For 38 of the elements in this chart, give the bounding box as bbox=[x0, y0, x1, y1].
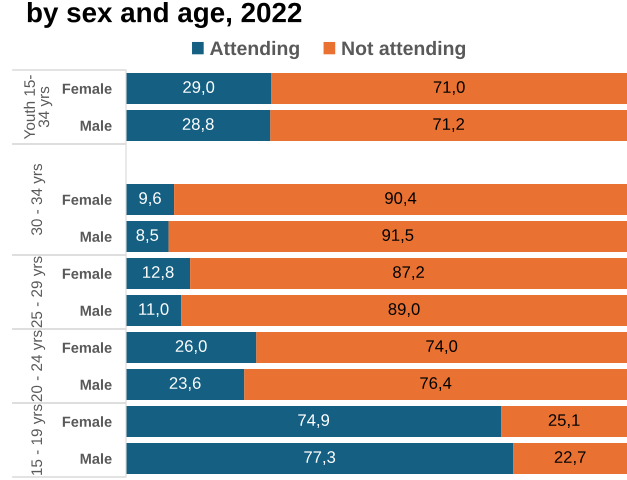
data-label: 87,2 bbox=[393, 266, 424, 280]
data-label: 90,4 bbox=[385, 192, 416, 206]
y-tick-label: Male bbox=[80, 453, 112, 464]
data-label: 71,2 bbox=[433, 118, 464, 132]
y-axis-title: Youth 15- 34 yrs bbox=[24, 75, 52, 140]
data-label: 29,0 bbox=[183, 81, 214, 95]
data-label: 22,7 bbox=[554, 451, 586, 465]
data-label: 12,8 bbox=[143, 266, 174, 280]
data-label: 77,3 bbox=[304, 451, 336, 465]
data-label: 26,0 bbox=[176, 340, 207, 354]
y-tick-label: Male bbox=[80, 231, 112, 242]
data-label: 28,8 bbox=[182, 118, 214, 132]
y-tick-label: Male bbox=[80, 120, 112, 131]
data-label: 25,1 bbox=[548, 414, 580, 428]
data-label: 74,0 bbox=[426, 340, 458, 354]
data-label: 71,0 bbox=[434, 81, 465, 95]
y-axis-title: 25 - 29 yrs bbox=[31, 256, 46, 328]
data-label: 76,4 bbox=[420, 377, 452, 391]
y-axis-title: 30 - 34 yrs bbox=[31, 164, 46, 235]
data-label: 74,9 bbox=[298, 414, 330, 428]
y-tick-label: Female bbox=[62, 83, 112, 94]
data-label: 8,5 bbox=[136, 229, 158, 243]
data-label: 11,0 bbox=[139, 303, 169, 317]
y-axis-title: 20 - 24 yrs bbox=[31, 330, 46, 402]
y-tick-label: Female bbox=[62, 268, 112, 279]
data-label: 91,5 bbox=[382, 229, 414, 243]
y-tick-label: Female bbox=[62, 342, 112, 353]
legend-label: Not attending bbox=[342, 40, 466, 60]
y-tick-label: Female bbox=[62, 416, 112, 427]
data-label: 9,6 bbox=[139, 192, 161, 206]
chart-title: by sex and age, 2022 bbox=[28, 2, 302, 28]
data-label: 23,6 bbox=[170, 377, 201, 391]
y-tick-label: Male bbox=[80, 305, 112, 316]
y-tick-label: Male bbox=[80, 379, 112, 390]
y-tick-label: Female bbox=[62, 194, 112, 205]
data-label: 89,0 bbox=[388, 303, 420, 317]
y-axis-title: 15 - 19 yrs bbox=[31, 404, 46, 475]
legend-label: Attending bbox=[210, 40, 299, 60]
